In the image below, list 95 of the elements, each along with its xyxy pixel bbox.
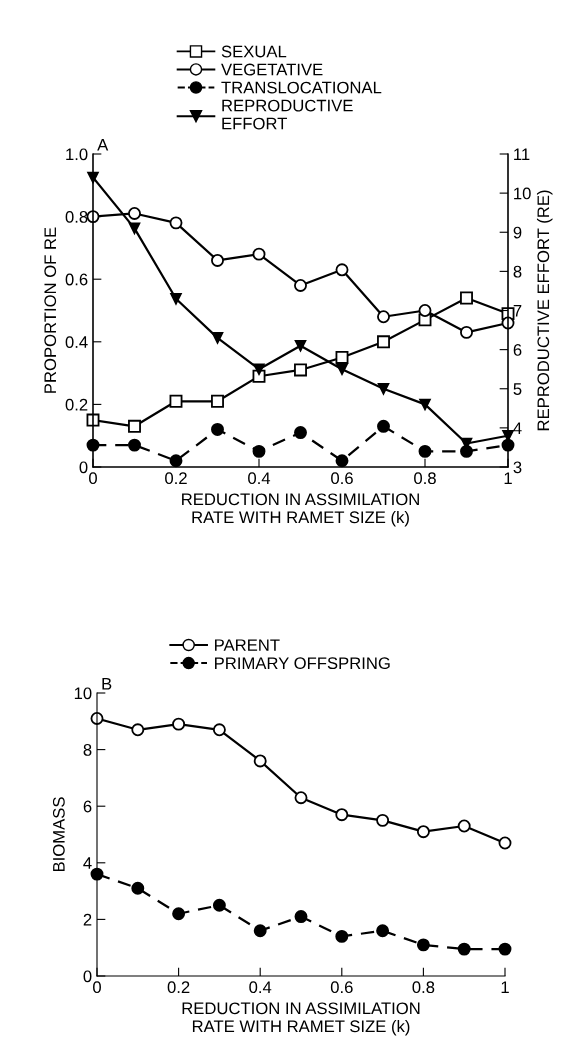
point <box>253 924 267 938</box>
legend-label: SEXUAL <box>221 45 287 58</box>
x-tick-label: 0.6 <box>330 981 353 994</box>
y2-tick-label: 6 <box>513 344 522 356</box>
y-tick-label: 0 <box>79 461 88 474</box>
point <box>294 278 307 292</box>
point <box>457 942 471 956</box>
point <box>335 929 349 943</box>
y-tick-label: 0.4 <box>65 336 88 348</box>
point <box>335 263 349 277</box>
x-tick-label: 0.2 <box>167 981 190 994</box>
y-tick-label: 4 <box>83 857 92 869</box>
point <box>416 938 430 952</box>
point <box>294 426 307 440</box>
point <box>457 819 471 833</box>
text: B <box>102 678 112 690</box>
point <box>377 382 390 395</box>
point <box>128 438 141 452</box>
legend-label: REPRODUCTIVE EFFORT <box>222 99 353 130</box>
point <box>128 222 141 235</box>
point <box>211 332 224 344</box>
point <box>418 304 432 317</box>
x-tick-label: 1 <box>504 472 512 484</box>
y2-axis-title: REPRODUCTIVE EFFORT (RE) <box>536 190 553 431</box>
legend-label: PRIMARY OFFSPRING <box>215 657 390 670</box>
legend-label: PARENT <box>215 639 280 651</box>
y-tick-label: 6 <box>83 800 92 813</box>
x-tick-label: 0.4 <box>249 981 272 994</box>
point <box>460 325 473 339</box>
point <box>376 924 390 938</box>
point <box>416 825 430 839</box>
point <box>498 942 512 956</box>
y-tick-label: 2 <box>83 913 92 926</box>
y2-tick-label: 10 <box>514 187 531 200</box>
point <box>418 444 432 458</box>
point <box>211 253 224 267</box>
point <box>253 754 267 768</box>
legend-label: VEGETATIVE <box>221 63 323 76</box>
y2-tick-label: 4 <box>513 422 522 434</box>
point <box>294 910 308 924</box>
y-tick-label: 0.8 <box>65 211 88 223</box>
point <box>294 791 308 805</box>
y-axis-title: BIOMASS <box>52 797 65 872</box>
point <box>170 292 182 305</box>
point <box>336 363 348 375</box>
x-tick-label: 0.2 <box>165 472 187 485</box>
y-tick-label: 0.6 <box>65 273 88 286</box>
y2-tick-label: 8 <box>513 265 522 278</box>
y2-tick-label: 11 <box>514 148 530 161</box>
point <box>376 813 390 827</box>
x-tick-label: 0.8 <box>412 981 435 994</box>
point <box>498 836 512 850</box>
point <box>335 808 349 822</box>
point <box>294 339 307 352</box>
y-tick-label: 1.0 <box>66 148 88 161</box>
point <box>212 723 226 737</box>
y-tick-label: 0 <box>83 970 92 983</box>
point <box>335 454 349 468</box>
x-tick-label: 1 <box>501 981 509 993</box>
y-tick-label: 8 <box>83 744 92 756</box>
y2-tick-label: 5 <box>513 383 522 395</box>
y-tick-label: 0.2 <box>65 398 88 411</box>
point <box>211 422 224 436</box>
point <box>172 907 186 921</box>
point <box>252 444 266 458</box>
point <box>131 881 145 895</box>
x-axis-title: REDUCTION IN ASSIMILATION RATE WITH RAMET SIZE (k) <box>182 493 419 527</box>
x-tick-label: 0 <box>93 981 101 994</box>
legend-label: TRANSLOCATIONAL <box>221 81 382 94</box>
point <box>172 717 186 731</box>
point <box>169 216 183 230</box>
point <box>252 247 266 261</box>
point <box>169 394 183 408</box>
y2-tick-label: 9 <box>513 226 522 239</box>
point <box>253 363 265 375</box>
point <box>128 419 141 433</box>
point <box>419 398 431 411</box>
x-axis-title: REDUCTION IN ASSIMILATION RATE WITH RAMET SIZE (k) <box>182 1002 420 1036</box>
point <box>377 419 390 433</box>
text: A <box>97 139 109 151</box>
point <box>294 363 307 377</box>
x-tick-label: 0.4 <box>248 472 271 485</box>
point <box>377 310 390 324</box>
x-tick-label: 0.8 <box>414 472 436 485</box>
point <box>131 723 145 737</box>
point <box>128 207 141 220</box>
point <box>460 291 473 305</box>
point <box>169 454 183 468</box>
y-tick-label: 10 <box>74 687 92 700</box>
x-tick-label: 0.6 <box>331 472 353 485</box>
y2-tick-label: 3 <box>513 461 522 474</box>
y-axis-title: PROPORTION OF RE <box>44 227 57 393</box>
point <box>211 394 224 408</box>
point <box>212 898 226 912</box>
point <box>377 335 390 349</box>
